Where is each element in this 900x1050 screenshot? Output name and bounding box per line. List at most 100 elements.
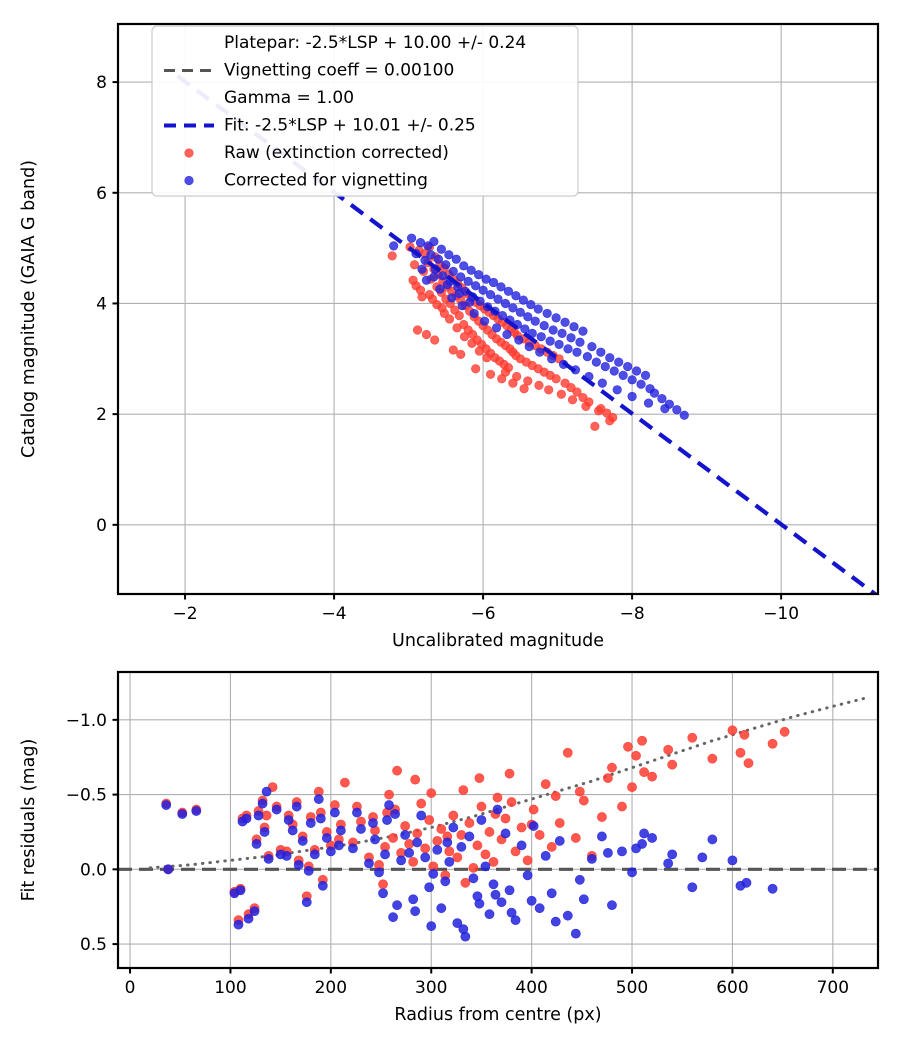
legend-entry: Raw (extinction corrected)	[184, 143, 449, 163]
data-point	[522, 855, 533, 866]
x-tick-label: −2	[173, 604, 198, 624]
data-point	[456, 349, 466, 359]
data-point	[249, 906, 260, 917]
data-point	[459, 261, 469, 271]
data-point	[593, 406, 604, 416]
x-tick-label: 400	[515, 978, 547, 998]
data-point	[586, 853, 597, 864]
data-point	[545, 336, 555, 346]
data-point	[474, 773, 485, 784]
data-point	[551, 313, 561, 323]
data-point	[534, 380, 544, 390]
data-point	[417, 264, 427, 274]
x-axis-title: Radius from centre (px)	[394, 1005, 601, 1025]
data-point	[339, 777, 350, 788]
x-tick-label: 600	[716, 978, 748, 998]
data-point	[309, 849, 320, 860]
data-point	[469, 308, 479, 319]
data-point	[617, 801, 627, 812]
data-point	[448, 822, 459, 833]
data-point	[456, 272, 466, 282]
data-point	[444, 250, 454, 260]
data-point	[408, 856, 419, 867]
data-point	[506, 797, 517, 807]
data-point	[392, 765, 402, 776]
data-point	[378, 888, 388, 899]
data-point	[400, 821, 411, 831]
data-point	[562, 747, 573, 758]
data-point	[476, 815, 487, 825]
data-point	[560, 317, 570, 327]
data-point	[526, 299, 536, 310]
data-point	[416, 810, 427, 821]
data-point	[582, 351, 593, 362]
data-point	[440, 876, 451, 887]
data-point	[618, 370, 628, 381]
data-point	[191, 806, 202, 816]
data-point	[563, 344, 573, 354]
data-point	[739, 729, 750, 740]
data-point	[510, 846, 521, 857]
legend-dot-red-icon	[184, 148, 194, 158]
data-point	[177, 809, 188, 819]
data-point	[657, 394, 667, 404]
data-point	[325, 846, 336, 857]
data-point	[428, 868, 439, 879]
data-point	[609, 366, 619, 376]
data-point	[612, 385, 622, 395]
y-axis-title: Catalog magnitude (GAIA G band)	[19, 160, 39, 458]
data-point	[514, 335, 524, 345]
panel-fit-residuals: 0 100 200 300 400 500 600 700 0.5 0.0 −0.5 −1.0 Radi…	[19, 670, 880, 1025]
data-point	[335, 825, 346, 836]
data-point	[439, 308, 449, 319]
x-tick-label: −10	[763, 604, 799, 624]
data-point	[301, 897, 312, 908]
data-point	[451, 254, 461, 264]
data-point	[426, 788, 437, 798]
data-point	[520, 324, 530, 334]
data-point	[516, 822, 527, 833]
data-point	[578, 326, 588, 336]
y-tick-label: 4	[96, 294, 107, 314]
data-point	[504, 768, 515, 779]
data-point	[496, 282, 506, 292]
data-point	[454, 288, 464, 299]
data-point	[727, 855, 738, 866]
data-point	[627, 782, 637, 793]
data-point	[627, 375, 637, 385]
data-point	[607, 900, 617, 911]
data-point	[404, 839, 415, 849]
data-point	[596, 347, 606, 357]
data-point	[488, 856, 499, 867]
data-point	[687, 882, 698, 893]
data-point	[454, 311, 464, 321]
data-point	[348, 843, 358, 854]
data-point	[317, 880, 328, 891]
data-point	[663, 858, 674, 869]
data-point	[464, 818, 475, 828]
data-point	[396, 855, 407, 866]
data-point	[640, 370, 651, 381]
x-tick-label: −8	[620, 604, 645, 624]
legend-entry: Vignetting coeff = 0.00100	[164, 61, 454, 81]
data-point	[508, 378, 518, 388]
data-point	[287, 825, 298, 836]
data-point	[420, 843, 431, 854]
data-point	[384, 800, 394, 810]
data-point	[603, 773, 613, 784]
data-point	[420, 852, 431, 863]
data-point	[647, 771, 658, 782]
data-point	[492, 792, 503, 803]
data-point	[540, 850, 551, 861]
y-tick-label: 2	[96, 405, 107, 425]
data-point	[523, 312, 533, 322]
data-point	[574, 874, 585, 885]
data-point	[293, 859, 304, 870]
y-tick-label: 8	[96, 73, 107, 93]
data-point	[567, 395, 578, 405]
data-point	[488, 879, 499, 890]
data-point	[408, 894, 419, 905]
data-point	[603, 847, 613, 858]
data-point	[424, 882, 435, 893]
